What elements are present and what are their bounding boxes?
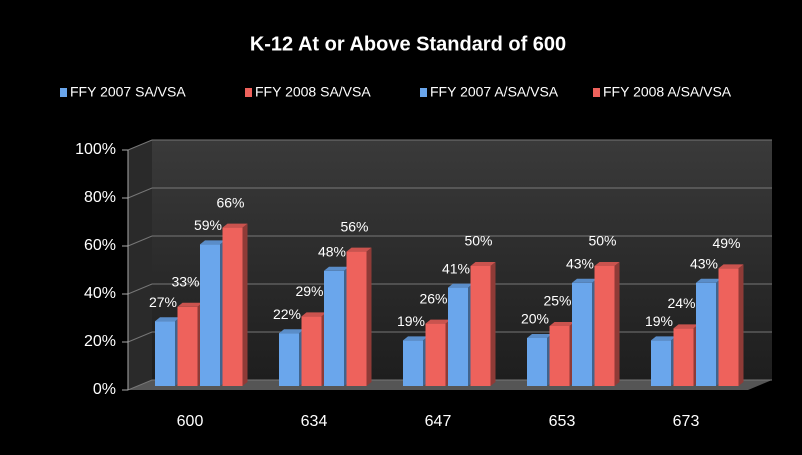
bar-top — [279, 329, 304, 334]
bar-side — [366, 247, 372, 386]
data-label: 43% — [690, 256, 718, 272]
bar-top — [718, 264, 744, 269]
data-label: 49% — [712, 235, 740, 251]
bar-top — [572, 278, 597, 283]
data-label: 26% — [419, 290, 447, 306]
data-label: 19% — [397, 313, 425, 329]
data-label: 24% — [667, 295, 695, 311]
y-tick-label: 60% — [84, 237, 116, 254]
bar-top — [200, 240, 225, 245]
bar — [527, 338, 547, 386]
legend-label: FFY 2007 A/SA/VSA — [430, 84, 559, 100]
data-label: 33% — [171, 274, 199, 290]
bar — [222, 227, 243, 386]
chart-title: K-12 At or Above Standard of 600 — [250, 33, 566, 55]
y-tick-label: 100% — [75, 141, 116, 158]
grid-line — [127, 139, 772, 151]
bar — [673, 328, 694, 386]
bar-top — [346, 247, 372, 252]
grid-line — [127, 283, 772, 295]
x-tick-label: 653 — [549, 413, 576, 430]
bar — [718, 268, 739, 386]
bar — [549, 326, 570, 386]
x-tick-label: 673 — [673, 413, 700, 430]
bar-top — [673, 324, 699, 329]
bar — [448, 287, 468, 386]
bar — [594, 266, 615, 386]
x-tick-label: 634 — [301, 413, 328, 430]
bar — [177, 306, 198, 386]
legend-swatch — [60, 88, 67, 97]
x-tick-label: 647 — [425, 413, 452, 430]
legend-label: FFY 2008 SA/VSA — [255, 84, 371, 100]
bar-top — [301, 312, 327, 317]
bar-top — [594, 262, 620, 266]
bar-top — [403, 336, 428, 341]
bar-top — [425, 319, 451, 324]
bar — [279, 333, 299, 386]
bar-side — [614, 262, 620, 386]
bar-top — [155, 317, 180, 322]
legend-label: FFY 2008 A/SA/VSA — [603, 84, 732, 100]
data-label: 66% — [216, 194, 244, 210]
bar-side — [242, 223, 248, 386]
data-label: 59% — [194, 217, 222, 233]
bar-top — [222, 223, 248, 228]
bar — [696, 282, 716, 386]
bar — [572, 282, 592, 386]
side-wall — [128, 140, 152, 390]
bar — [324, 270, 344, 386]
data-label: 20% — [521, 311, 549, 327]
bar-top — [651, 336, 676, 341]
x-tick-label: 600 — [177, 413, 204, 430]
grid-line — [127, 187, 772, 199]
grid-line — [127, 235, 772, 247]
bar — [200, 244, 220, 386]
bar — [301, 316, 322, 386]
data-label: 22% — [273, 306, 301, 322]
bar-side — [738, 264, 744, 386]
bar-side — [490, 262, 496, 386]
bar-top — [549, 322, 575, 326]
legend-swatch — [420, 88, 427, 97]
data-label: 48% — [318, 244, 346, 260]
bar-top — [470, 262, 496, 266]
data-label: 27% — [149, 294, 177, 310]
data-label: 43% — [566, 256, 594, 272]
bar-top — [448, 283, 473, 288]
bar — [346, 251, 367, 386]
bar — [155, 321, 175, 386]
bar-top — [696, 278, 721, 283]
data-label: 19% — [645, 313, 673, 329]
data-label: 29% — [295, 283, 323, 299]
data-label: 56% — [340, 218, 368, 234]
bar-top — [527, 334, 552, 338]
y-tick-label: 40% — [84, 285, 116, 302]
data-label: 25% — [543, 293, 571, 309]
y-tick-label: 20% — [84, 333, 116, 350]
bar-top — [324, 266, 349, 271]
data-label: 50% — [588, 233, 616, 249]
legend-swatch — [593, 88, 600, 97]
bar — [425, 323, 446, 386]
bar — [403, 340, 423, 386]
legend-swatch — [245, 88, 252, 97]
bar — [651, 340, 671, 386]
y-tick-label: 0% — [93, 381, 116, 398]
bar-top — [177, 302, 203, 307]
y-tick-label: 80% — [84, 189, 116, 206]
data-label: 41% — [442, 260, 470, 276]
legend-label: FFY 2007 SA/VSA — [70, 84, 186, 100]
data-label: 50% — [464, 233, 492, 249]
bar — [470, 266, 491, 386]
